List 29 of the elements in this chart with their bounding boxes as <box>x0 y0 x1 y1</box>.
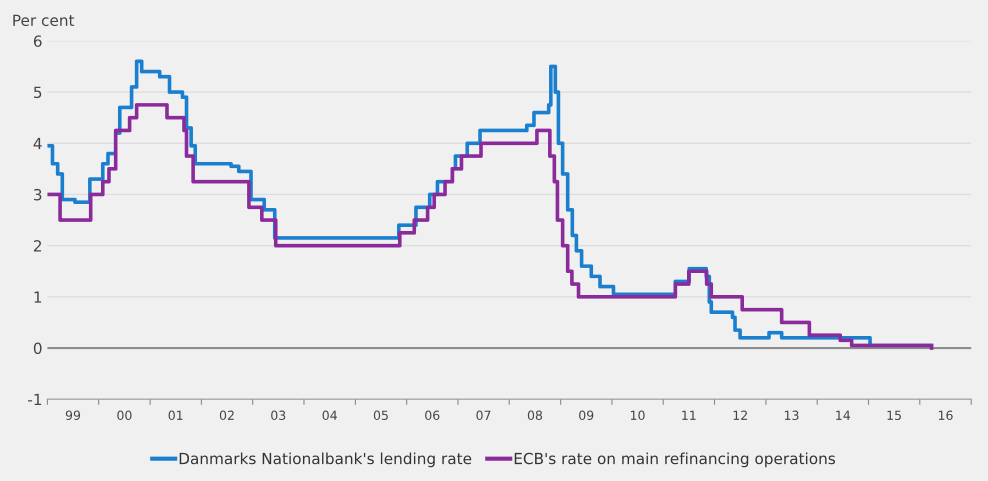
y-tick-label: 5 <box>34 86 42 98</box>
x-tick-label: 12 <box>734 410 747 420</box>
legend-label: ECB's rate on main refinancing operations <box>514 452 836 468</box>
x-tick-label: 16 <box>938 410 953 420</box>
x-tick-label: 13 <box>784 410 798 420</box>
y-axis-title: Per cent <box>13 14 74 26</box>
y-tick-label: 1 <box>34 292 42 303</box>
x-tick-label: 10 <box>630 410 645 420</box>
y-tick-label: 6 <box>34 35 42 47</box>
x-tick-label: 00 <box>117 410 132 420</box>
x-tick-label: 11 <box>682 410 696 420</box>
y-tick-label: 0 <box>34 342 42 354</box>
x-tick-label: 03 <box>271 410 286 420</box>
x-tick-label: 02 <box>220 410 234 420</box>
x-tick-label: 04 <box>322 410 337 420</box>
x-tick-label: 05 <box>374 410 388 420</box>
y-tick-label: -1 <box>28 394 42 406</box>
x-tick-label: 09 <box>579 410 594 420</box>
x-tick-label: 01 <box>168 410 182 420</box>
y-tick-label: 4 <box>34 138 42 150</box>
x-tick-label: 06 <box>425 410 440 420</box>
x-tick-label: 14 <box>836 410 850 420</box>
legend-label: Danmarks Nationalbank's lending rate <box>180 452 472 468</box>
x-tick-label: 08 <box>528 410 542 420</box>
x-tick-label: 99 <box>66 410 80 420</box>
x-tick-label: 07 <box>476 410 490 420</box>
y-tick-label: 2 <box>34 240 42 252</box>
y-tick-label: 3 <box>34 188 42 200</box>
x-tick-label: 15 <box>887 410 901 420</box>
